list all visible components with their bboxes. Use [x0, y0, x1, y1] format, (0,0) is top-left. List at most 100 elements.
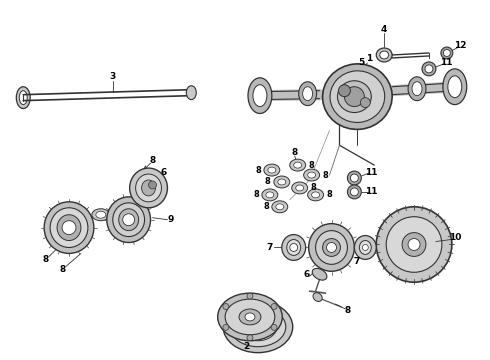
Ellipse shape — [264, 164, 280, 176]
Text: 6: 6 — [303, 270, 310, 279]
Ellipse shape — [119, 209, 139, 231]
Ellipse shape — [299, 82, 317, 105]
Ellipse shape — [290, 159, 306, 171]
Ellipse shape — [322, 239, 341, 256]
Ellipse shape — [107, 197, 150, 243]
Ellipse shape — [425, 65, 433, 73]
Circle shape — [271, 324, 277, 330]
Text: 7: 7 — [267, 243, 273, 252]
Text: 5: 5 — [358, 58, 365, 67]
Text: 1: 1 — [366, 54, 372, 63]
Ellipse shape — [443, 69, 467, 105]
Ellipse shape — [274, 176, 290, 188]
Ellipse shape — [360, 98, 370, 108]
Ellipse shape — [223, 301, 293, 353]
Text: 7: 7 — [353, 257, 360, 266]
Ellipse shape — [354, 235, 376, 260]
Ellipse shape — [350, 174, 358, 182]
Text: 8: 8 — [60, 265, 66, 274]
Ellipse shape — [239, 309, 261, 325]
Ellipse shape — [339, 85, 350, 96]
Ellipse shape — [57, 215, 81, 240]
Ellipse shape — [248, 78, 272, 113]
Ellipse shape — [225, 299, 275, 335]
Text: 8: 8 — [327, 190, 332, 199]
Text: 8: 8 — [265, 177, 271, 186]
Ellipse shape — [19, 91, 27, 105]
Text: 8: 8 — [292, 148, 298, 157]
Ellipse shape — [218, 293, 282, 341]
Ellipse shape — [376, 48, 392, 62]
Text: 8: 8 — [323, 171, 328, 180]
Circle shape — [386, 217, 442, 272]
Text: 8: 8 — [149, 156, 156, 165]
Ellipse shape — [308, 189, 323, 201]
Ellipse shape — [16, 87, 30, 109]
Circle shape — [223, 303, 229, 310]
Ellipse shape — [290, 243, 298, 251]
Ellipse shape — [313, 293, 322, 301]
Ellipse shape — [62, 221, 76, 235]
Ellipse shape — [122, 214, 135, 226]
Ellipse shape — [304, 169, 319, 181]
Circle shape — [408, 239, 420, 251]
Circle shape — [402, 233, 426, 256]
Ellipse shape — [326, 243, 337, 252]
Ellipse shape — [443, 50, 450, 57]
Ellipse shape — [316, 231, 347, 264]
Ellipse shape — [412, 82, 422, 96]
Circle shape — [247, 335, 253, 341]
Ellipse shape — [380, 51, 389, 59]
Text: 8: 8 — [42, 255, 48, 264]
Ellipse shape — [130, 168, 168, 208]
Ellipse shape — [268, 167, 276, 173]
Ellipse shape — [282, 235, 306, 260]
Ellipse shape — [347, 171, 361, 185]
Ellipse shape — [287, 239, 301, 255]
Ellipse shape — [239, 313, 277, 341]
Ellipse shape — [441, 47, 453, 59]
Ellipse shape — [50, 208, 88, 247]
Text: 8: 8 — [255, 166, 261, 175]
Ellipse shape — [148, 181, 156, 189]
Ellipse shape — [230, 307, 286, 347]
Ellipse shape — [245, 313, 255, 321]
Ellipse shape — [448, 76, 462, 98]
Ellipse shape — [186, 86, 196, 100]
Ellipse shape — [408, 77, 426, 100]
Text: 11: 11 — [365, 167, 377, 176]
Ellipse shape — [276, 204, 284, 210]
Ellipse shape — [262, 189, 278, 201]
Ellipse shape — [350, 188, 358, 196]
Ellipse shape — [330, 71, 385, 122]
Ellipse shape — [44, 202, 94, 253]
Ellipse shape — [113, 203, 145, 237]
Ellipse shape — [308, 172, 316, 178]
Ellipse shape — [266, 192, 274, 198]
Ellipse shape — [303, 87, 313, 100]
Text: 12: 12 — [455, 41, 467, 50]
Text: 3: 3 — [110, 72, 116, 81]
Text: 8: 8 — [253, 190, 259, 199]
Text: 8: 8 — [344, 306, 350, 315]
Text: 8: 8 — [263, 202, 269, 211]
Text: 8: 8 — [311, 184, 317, 193]
Text: 9: 9 — [167, 215, 173, 224]
Text: 4: 4 — [381, 25, 388, 34]
Ellipse shape — [312, 192, 319, 198]
Ellipse shape — [96, 211, 106, 218]
Ellipse shape — [338, 81, 371, 113]
Text: 10: 10 — [449, 233, 461, 242]
Text: 6: 6 — [160, 167, 167, 176]
Ellipse shape — [359, 240, 371, 255]
Circle shape — [376, 207, 452, 282]
Ellipse shape — [295, 185, 304, 191]
Circle shape — [223, 324, 229, 330]
Ellipse shape — [312, 269, 327, 280]
Ellipse shape — [142, 180, 155, 196]
Text: 2: 2 — [243, 342, 249, 351]
Ellipse shape — [292, 182, 308, 194]
Ellipse shape — [322, 64, 392, 129]
Ellipse shape — [309, 224, 354, 271]
Text: 11: 11 — [440, 58, 452, 67]
